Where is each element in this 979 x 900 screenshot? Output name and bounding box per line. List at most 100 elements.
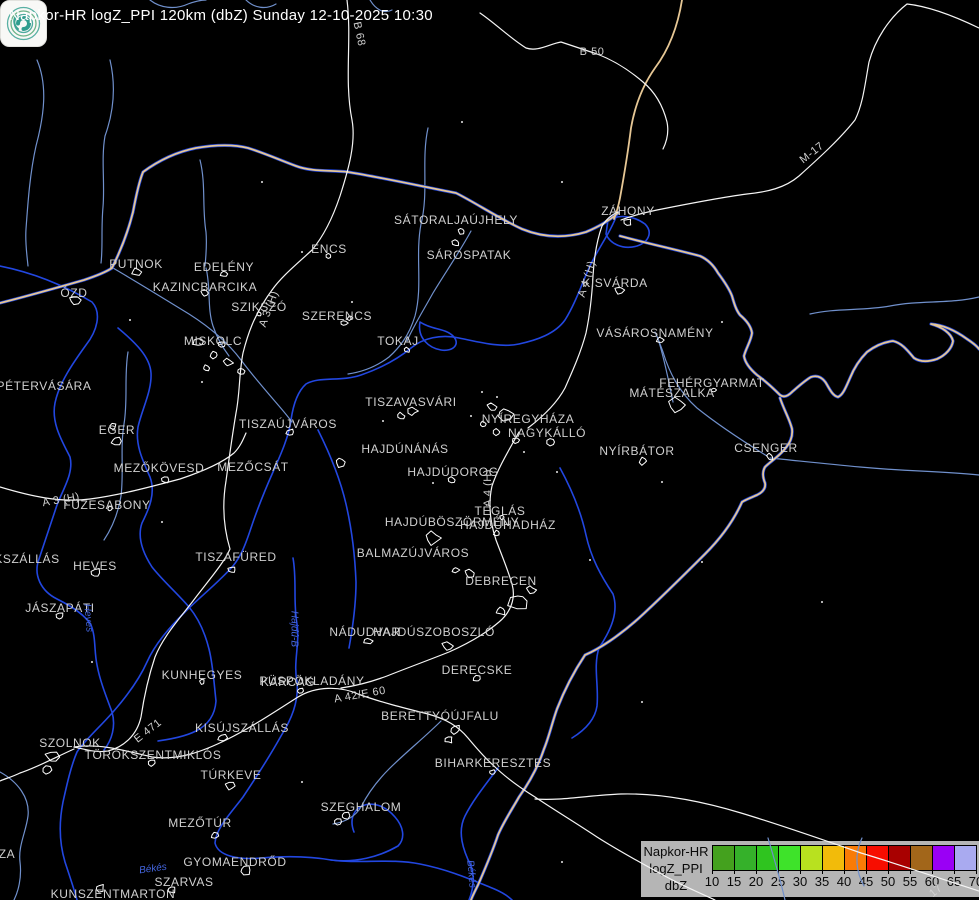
town-outline [69, 296, 82, 306]
city-label: ZÁHONY [601, 204, 655, 218]
city-label: PÉTERVÁSÁRA [0, 379, 92, 393]
city-label: FEHÉRGYARMAT [659, 376, 765, 390]
city-label: KSZÁLLÁS [0, 552, 60, 566]
legend-color-swatch [845, 846, 867, 870]
town-outline [464, 568, 475, 579]
legend-tick-value: 45 [858, 874, 874, 889]
village-dot [382, 420, 384, 422]
legend-tick-value: 40 [836, 874, 852, 889]
city-label: SZIKSZÓ [231, 300, 287, 314]
town-outline [363, 637, 374, 645]
legend-tick-value: 10 [704, 874, 720, 889]
city-label: TISZAFÜRED [195, 550, 277, 564]
road-label: A 4 (H) [575, 259, 599, 299]
city-label: MÁTÉSZALKA [629, 386, 715, 400]
city-label: MEZŐKÖVESD [113, 461, 205, 475]
city-label: ENCS [311, 242, 347, 256]
city-label: TÖRÖKSZENTMIKLÓS [84, 748, 222, 762]
town-outline [472, 674, 481, 682]
town-outline [638, 456, 648, 466]
city-label: TISZAÚJVÁROS [239, 417, 337, 431]
city-label: HAJDÚSZOBOSZLÓ [373, 625, 495, 639]
legend-color-swatch [823, 846, 845, 870]
town-outline [486, 402, 498, 411]
village-dot [523, 451, 525, 453]
town-outline [492, 529, 500, 537]
town-outline [451, 239, 460, 247]
city-label: KUNSZENTMARTON [50, 887, 176, 900]
town-outline [42, 765, 53, 775]
town-outline [209, 350, 218, 360]
town-outline [95, 884, 104, 893]
town-outline [199, 679, 205, 685]
city-label: BIHARKERESZTES [434, 756, 552, 770]
town-outline [450, 724, 460, 735]
town-outline [167, 886, 176, 894]
city-label: SZOLNOK [39, 736, 101, 750]
village-dot [641, 701, 643, 703]
town-outline [90, 568, 101, 577]
legend-color-swatch [801, 846, 823, 870]
city-label: SÁTORALJAÚJHELY [394, 213, 518, 227]
village-dot [561, 181, 563, 183]
village-dot [461, 121, 463, 123]
town-outline [109, 422, 117, 430]
city-label: CSENGER [734, 441, 798, 455]
city-label: MEZŐTÚR [168, 816, 232, 830]
town-outline [512, 437, 521, 444]
town-outline [335, 457, 346, 468]
town-outline [668, 396, 686, 414]
town-outline [526, 585, 538, 595]
water-label: Békés [464, 859, 478, 889]
city-label: ÓZD [60, 286, 88, 300]
town-outline [441, 641, 454, 651]
legend-color-swatch [779, 846, 801, 870]
town-outline [217, 733, 229, 742]
town-outline [346, 315, 354, 321]
town-outline [480, 420, 487, 428]
legend-color-swatch [911, 846, 933, 870]
town-outline [192, 338, 204, 346]
road-label: A 3 (H) [41, 490, 81, 510]
village-dot [701, 561, 703, 563]
village-dot [481, 391, 483, 393]
city-label: KARCAG [260, 675, 316, 689]
city-label: MEZŐCSÁT [217, 460, 289, 474]
city-label: BERETTYÓÚJFALU [381, 709, 499, 723]
city-label: NYÍRBÁTOR [599, 444, 675, 458]
town-outline [655, 336, 665, 343]
city-label: DEBRECEN [465, 574, 537, 588]
village-dot [301, 781, 303, 783]
village-dot [496, 396, 498, 398]
town-outline [614, 287, 626, 295]
city-label: KISÚJSZÁLLÁS [195, 721, 289, 735]
town-outline [224, 781, 236, 791]
legend-tick-value: 25 [770, 874, 786, 889]
village-dots [91, 121, 823, 863]
road-label: A 3 (H) [256, 289, 282, 329]
city-label: KAZINCBARCIKA [152, 280, 258, 294]
town-outline [256, 311, 262, 317]
city-label: HAJDÚDOROG [407, 465, 499, 479]
city-label: HAJDÚBÖSZÖRMÉNY [384, 515, 520, 529]
village-dot [261, 181, 263, 183]
town-outline [407, 406, 419, 416]
town-outline [710, 387, 717, 393]
town-outline [341, 811, 351, 820]
town-outline [131, 267, 143, 276]
legend-color-swatch [955, 846, 976, 870]
town-outline [457, 228, 465, 235]
road-label: B 68 [350, 20, 368, 48]
city-label: TÉGLÁS [474, 504, 526, 518]
legend-tick-value: 55 [902, 874, 918, 889]
town-outline [44, 751, 61, 762]
city-label: PUTNOK [109, 257, 163, 271]
city-label: SZEGHALOM [320, 800, 402, 814]
town-outline [340, 320, 349, 326]
legend-product: logZ_PPI [649, 861, 703, 876]
legend-station: Napkor-HR [643, 844, 709, 859]
